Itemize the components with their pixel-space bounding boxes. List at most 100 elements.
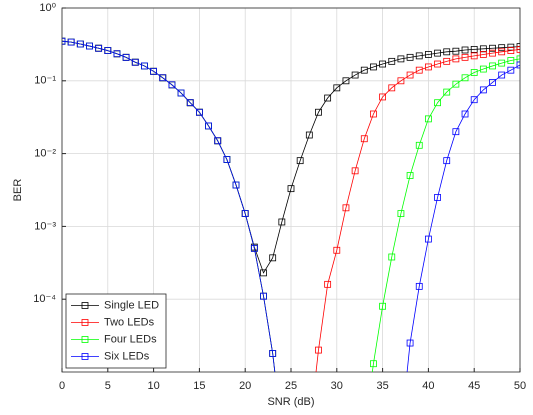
x-tick-label: 15 xyxy=(193,380,205,392)
data-point xyxy=(333,246,341,254)
legend-label: Single LED xyxy=(104,299,159,311)
data-point xyxy=(269,350,277,357)
data-point xyxy=(370,63,377,71)
data-point xyxy=(415,52,423,60)
data-point xyxy=(296,157,304,165)
data-point xyxy=(324,280,332,288)
data-point xyxy=(434,60,441,68)
data-point xyxy=(470,45,478,53)
data-point xyxy=(452,47,460,55)
data-point xyxy=(452,80,460,88)
data-point xyxy=(479,51,487,58)
data-point xyxy=(232,181,240,189)
legend-label: Six LEDs xyxy=(104,350,150,362)
data-point xyxy=(443,88,451,96)
data-point xyxy=(388,84,396,92)
data-point xyxy=(223,156,231,163)
data-point xyxy=(415,282,423,290)
series-line xyxy=(62,40,520,372)
y-tick-label: 10⁻² xyxy=(34,148,56,160)
data-point xyxy=(278,218,286,226)
data-point xyxy=(461,53,469,61)
data-point xyxy=(397,77,405,85)
data-point xyxy=(507,66,515,74)
data-point xyxy=(333,84,341,92)
data-point xyxy=(260,292,267,300)
data-point xyxy=(342,204,350,212)
data-point xyxy=(406,71,414,79)
data-point xyxy=(141,62,148,70)
x-tick-label: 50 xyxy=(514,380,526,392)
data-point xyxy=(195,108,203,116)
data-point xyxy=(470,69,478,76)
data-point xyxy=(415,66,423,74)
data-point xyxy=(443,48,451,56)
data-point xyxy=(269,254,277,262)
x-tick-label: 10 xyxy=(147,380,159,392)
data-point xyxy=(260,269,267,277)
y-tick-label: 10⁰ xyxy=(39,2,56,14)
x-tick-label: 35 xyxy=(376,380,388,392)
data-point xyxy=(342,77,350,85)
data-point xyxy=(324,94,332,102)
x-tick-label: 25 xyxy=(285,380,297,392)
data-point xyxy=(370,110,377,118)
data-point xyxy=(424,63,432,71)
data-point xyxy=(370,360,377,368)
data-point xyxy=(150,67,158,75)
data-point xyxy=(443,157,451,165)
data-point xyxy=(95,44,103,52)
data-point xyxy=(76,40,84,48)
x-tick-label: 5 xyxy=(105,380,111,392)
data-point xyxy=(489,49,496,57)
data-point xyxy=(516,55,520,63)
data-point xyxy=(415,141,423,149)
y-axis-label: BER xyxy=(12,179,24,202)
data-point xyxy=(186,99,194,107)
data-point xyxy=(489,44,496,52)
data-point xyxy=(406,339,414,347)
plot-series xyxy=(62,37,520,372)
data-point xyxy=(131,58,139,66)
data-point xyxy=(241,210,249,217)
data-point xyxy=(122,53,130,61)
data-point xyxy=(489,62,496,70)
data-point xyxy=(397,210,405,217)
data-point xyxy=(379,60,387,68)
data-point xyxy=(315,108,322,116)
legend-marker xyxy=(81,302,89,309)
data-point xyxy=(67,38,75,46)
data-point xyxy=(507,47,515,54)
data-point xyxy=(424,115,432,123)
data-point xyxy=(479,86,487,94)
data-point xyxy=(305,131,313,139)
data-point xyxy=(461,110,469,118)
data-point xyxy=(250,244,258,252)
data-point xyxy=(406,172,414,179)
axes-box xyxy=(61,7,521,373)
x-tick-label: 30 xyxy=(331,380,343,392)
y-tick-label: 10⁻⁴ xyxy=(33,293,56,305)
data-point xyxy=(287,185,295,193)
data-point xyxy=(159,74,167,82)
legend-marker xyxy=(81,336,89,343)
legend-label: Two LEDs xyxy=(104,316,155,328)
data-point xyxy=(86,42,93,50)
data-point xyxy=(434,99,441,107)
data-point xyxy=(498,59,506,67)
data-point xyxy=(388,253,396,261)
x-tick-label: 0 xyxy=(59,380,65,392)
data-point xyxy=(461,74,469,82)
data-point xyxy=(168,81,176,89)
data-point xyxy=(498,44,506,52)
data-point xyxy=(452,55,460,63)
data-point xyxy=(104,47,112,54)
data-point xyxy=(379,302,387,310)
data-point xyxy=(434,49,441,57)
data-point xyxy=(461,46,469,54)
data-point xyxy=(62,37,66,45)
x-axis-label: SNR (dB) xyxy=(267,396,314,408)
x-tick-label: 20 xyxy=(239,380,251,392)
data-point xyxy=(507,43,515,51)
data-point xyxy=(360,135,368,143)
